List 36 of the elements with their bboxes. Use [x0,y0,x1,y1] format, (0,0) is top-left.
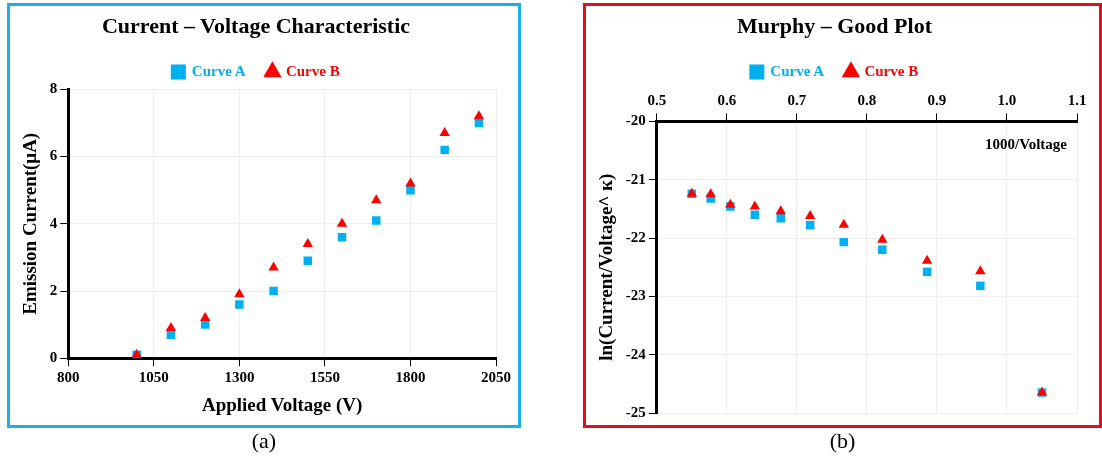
x-tick-label: 0.6 [717,92,737,109]
legend-label: Curve A [191,62,246,79]
y-tick-label: -22 [625,228,646,245]
x-tick-label: 1050 [138,369,169,386]
x-tick-label: 1300 [224,369,255,386]
y-tick-label: 0 [49,349,58,366]
y-tick-label: 8 [49,80,58,97]
x-axis-title: 1000/Voltage [985,135,1068,152]
y-tick-label: -20 [625,112,646,129]
legend-label: Curve A [770,62,825,79]
chart-title: Murphy – Good Plot [737,12,933,38]
text: (b) [828,428,857,454]
legend-label: Curve B [285,62,340,79]
chart-title: Current – Voltage Characteristic [101,12,411,38]
text: (a) [250,428,278,454]
x-tick-label: 0.5 [647,92,667,109]
y-tick-label: -24 [625,345,647,362]
x-tick-label: 1800 [395,369,426,386]
y-tick-label: 6 [49,147,58,164]
x-tick-label: 800 [57,369,80,386]
x-tick-label: 1.0 [997,92,1017,109]
y-tick-label: 4 [49,214,58,231]
x-tick-label: 0.9 [927,92,947,109]
y-axis-title: Emission Current(μA) [19,132,42,315]
y-tick-label: -23 [625,287,646,304]
y-axis-title: ln(Current/Voltage^ к) [595,173,618,361]
y-tick-label: 2 [49,281,58,298]
y-tick-label: -25 [625,403,646,420]
x-tick-label: 2050 [481,369,511,386]
legend-label: Curve B [864,62,919,79]
x-axis-title: Applied Voltage (V) [201,393,363,416]
x-tick-label: 1.1 [1067,92,1087,109]
y-tick-label: -21 [625,170,646,187]
x-tick-label: 1550 [309,369,340,386]
x-tick-label: 0.8 [857,92,877,109]
x-tick-label: 0.7 [787,92,807,109]
